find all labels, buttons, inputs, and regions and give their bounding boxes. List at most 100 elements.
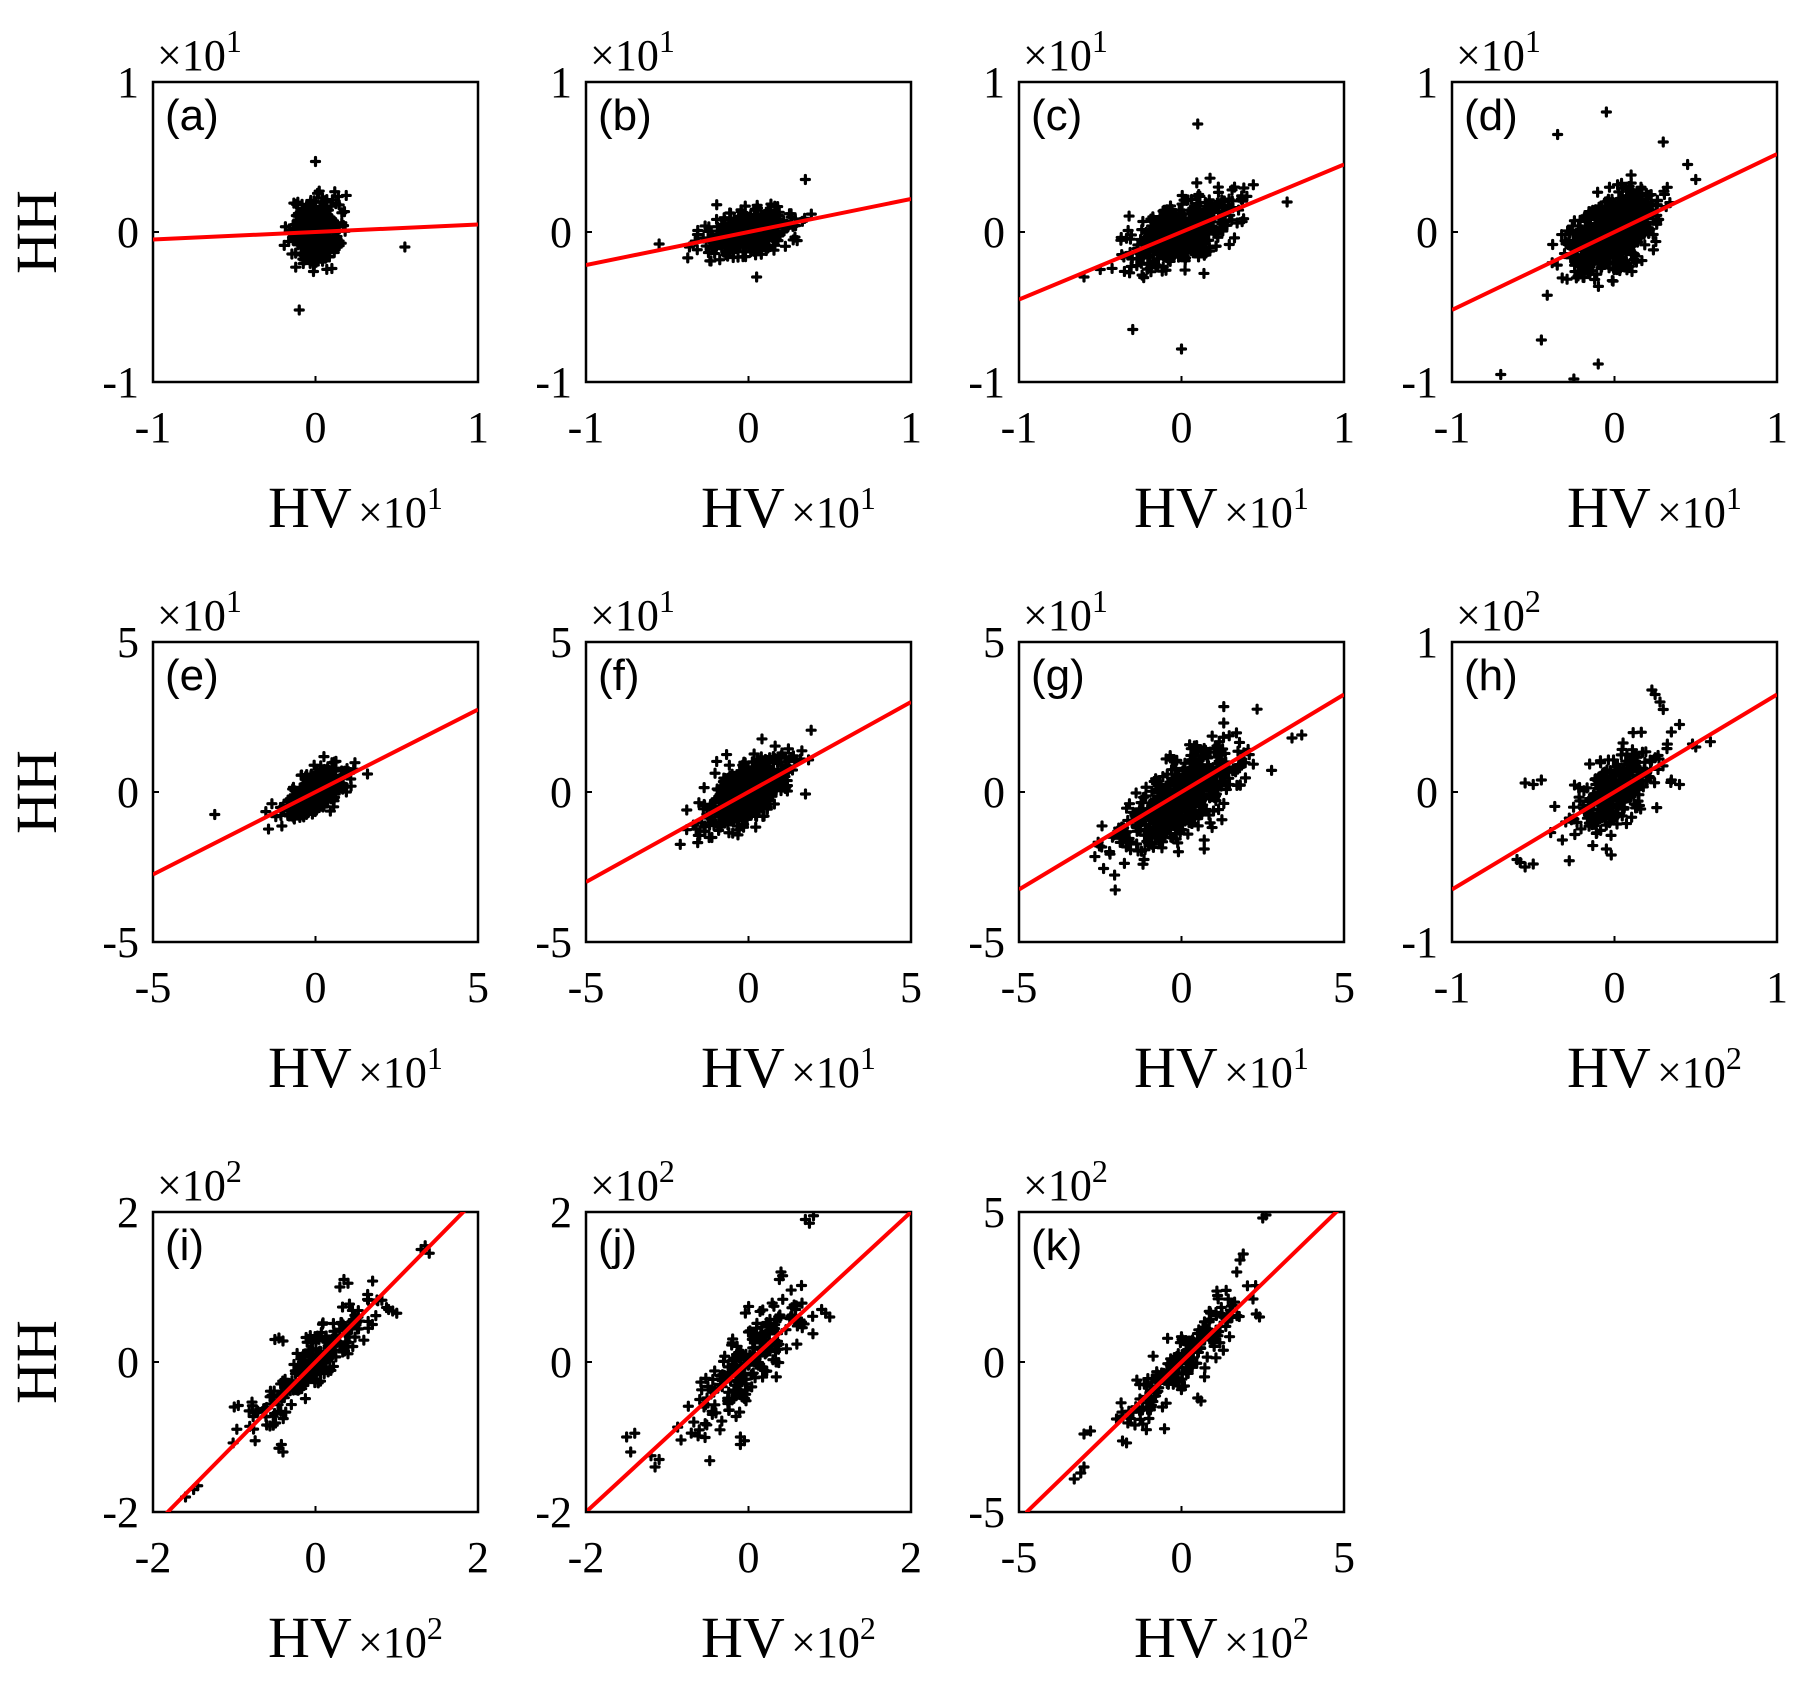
- scatter-point: [1588, 246, 1600, 259]
- scatter-points: [653, 173, 817, 283]
- y-multiplier: ×101: [590, 23, 675, 80]
- panel-label: (b): [598, 91, 652, 140]
- scatter-point: [702, 1380, 714, 1392]
- scatter-point: [690, 823, 702, 835]
- plot-area: [1019, 692, 1344, 896]
- scatter-point: [1583, 795, 1595, 808]
- scatter-point: [322, 250, 334, 263]
- scatter-point: [1704, 736, 1717, 748]
- panel-label: (a): [165, 91, 219, 140]
- scatter-point: [1595, 757, 1607, 769]
- scatter-point: [297, 257, 309, 270]
- scatter-point: [301, 1336, 313, 1348]
- scatter-point: [279, 1373, 291, 1385]
- scatter-point: [1573, 791, 1585, 803]
- scatter-point: [739, 210, 751, 222]
- scatter-point: [1604, 807, 1616, 819]
- scatter-point: [316, 239, 328, 251]
- scatter-point: [1632, 188, 1644, 200]
- scatter-point: [692, 1430, 704, 1442]
- scatter-point: [1145, 797, 1157, 809]
- scatter-point: [698, 799, 711, 812]
- scatter-point: [1609, 761, 1621, 773]
- scatter-point: [1626, 811, 1638, 823]
- scatter-point: [1223, 730, 1235, 742]
- scatter-point: [1238, 182, 1250, 194]
- scatter-point: [716, 788, 728, 800]
- scatter-point: [1191, 177, 1203, 189]
- scatter-point: [1218, 717, 1230, 729]
- x-tick-label: -1: [1434, 963, 1471, 1012]
- scatter-point: [1568, 373, 1580, 382]
- scatter-points: [278, 155, 411, 316]
- scatter-point: [696, 817, 708, 829]
- x-multiplier-exp: 1: [1293, 1040, 1309, 1076]
- y-multiplier: ×101: [590, 583, 675, 640]
- scatter-point: [1126, 253, 1138, 265]
- scatter-point: [720, 748, 733, 761]
- scatter-point: [1519, 861, 1531, 873]
- scatter-point: [1187, 766, 1199, 779]
- scatter-point: [698, 782, 710, 794]
- scatter-points: [1511, 684, 1717, 873]
- plot-area: [1452, 684, 1777, 892]
- scatter-point: [1176, 189, 1188, 202]
- scatter-point: [688, 1416, 700, 1428]
- scatter-point: [741, 1384, 753, 1396]
- scatter-point: [1122, 224, 1134, 237]
- y-multiplier-base: ×10: [1023, 31, 1092, 80]
- scatter-point: [731, 768, 743, 781]
- scatter-point: [751, 271, 763, 283]
- scatter-point: [283, 810, 295, 822]
- scatter-point: [727, 251, 739, 264]
- x-tick-label: 0: [738, 963, 760, 1012]
- scatter-point: [1157, 261, 1169, 273]
- scatter-point: [1188, 226, 1200, 238]
- y-multiplier-exp: 1: [226, 583, 242, 619]
- scatter-point: [1624, 754, 1636, 767]
- scatter-point: [308, 195, 320, 207]
- x-tick-label: 5: [467, 963, 489, 1012]
- plot-area: [1452, 106, 1777, 382]
- scatter-point: [1592, 358, 1604, 370]
- scatter-point: [1286, 732, 1298, 744]
- scatter-point: [1563, 228, 1575, 240]
- scatter-point: [1236, 190, 1248, 202]
- scatter-point: [1199, 211, 1212, 223]
- scatter-point: [1123, 210, 1135, 222]
- scatter-point: [1206, 730, 1218, 742]
- scatter-point: [722, 1361, 734, 1373]
- y-multiplier: ×101: [1456, 23, 1541, 80]
- panel-label: (d): [1464, 91, 1518, 140]
- scatter-point: [724, 783, 737, 795]
- scatter-point: [700, 240, 712, 252]
- scatter-point: [1578, 271, 1590, 284]
- scatter-point: [1146, 785, 1158, 797]
- scatter-point: [1161, 768, 1173, 780]
- scatter-point: [1605, 849, 1617, 861]
- x-multiplier-base: ×10: [358, 488, 427, 537]
- scatter-point: [711, 755, 723, 768]
- fit-line: [1019, 692, 1344, 892]
- scatter-point: [1109, 869, 1121, 881]
- scatter-point: [1657, 703, 1669, 716]
- x-tick-label: -5: [1001, 963, 1038, 1012]
- fit-line: [1452, 152, 1777, 312]
- scatter-point: [739, 1307, 751, 1319]
- scatter-point: [291, 1347, 303, 1360]
- scatter-point: [767, 1354, 779, 1366]
- scatter-point: [315, 1326, 327, 1339]
- scatter-point: [1594, 215, 1607, 227]
- scatter-point: [1175, 343, 1188, 355]
- y-multiplier: ×101: [157, 583, 242, 640]
- scatter-point: [1148, 775, 1160, 788]
- scatter-point: [1173, 810, 1185, 822]
- scatter-point: [1168, 248, 1181, 261]
- y-multiplier-base: ×10: [157, 31, 226, 80]
- scatter-point: [1661, 181, 1673, 193]
- plot-area: [164, 1212, 467, 1512]
- scatter-point: [287, 1384, 300, 1396]
- x-multiplier-exp: 1: [427, 1040, 443, 1076]
- scatter-point: [787, 750, 799, 762]
